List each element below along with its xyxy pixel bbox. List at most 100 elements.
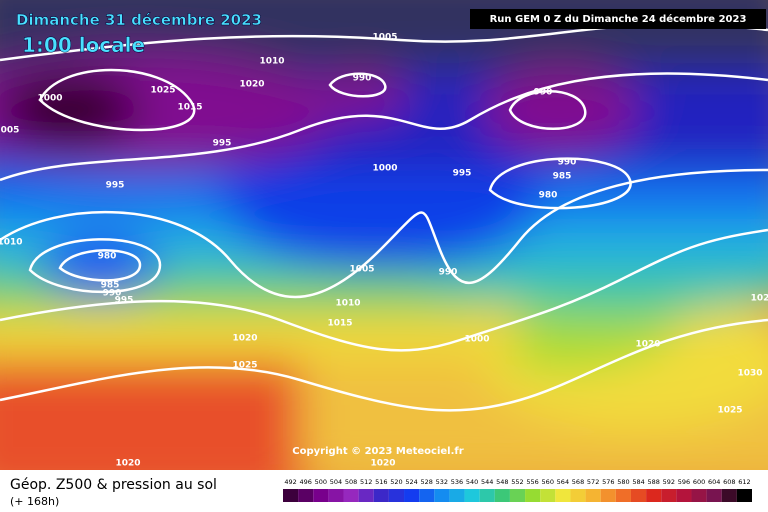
isobar-label: 995 bbox=[115, 296, 134, 306]
isobar-label: 1000 bbox=[372, 164, 397, 174]
scale-swatch bbox=[328, 489, 344, 502]
isobar-label: 990 bbox=[353, 74, 372, 84]
isobar-label: 995 bbox=[106, 181, 125, 191]
scale-swatch bbox=[676, 489, 692, 502]
scale-label: 536 bbox=[451, 478, 463, 486]
scale-swatch bbox=[313, 489, 329, 502]
scale-label: 528 bbox=[421, 478, 433, 486]
scale-swatch bbox=[283, 489, 299, 502]
isobar-label: 990 bbox=[534, 88, 553, 98]
scale-label: 508 bbox=[345, 478, 357, 486]
isobar-labels: 1005 1010 990 1020 1025 1000 1015 990 005 995 1000… bbox=[0, 33, 768, 469]
scale-swatch bbox=[691, 489, 707, 502]
scale-label: 504 bbox=[330, 478, 342, 486]
scale-label: 608 bbox=[723, 478, 735, 486]
scale-label: 532 bbox=[436, 478, 448, 486]
isobar-label: 1025 bbox=[717, 406, 742, 416]
scale-swatch bbox=[540, 489, 556, 502]
scale-label: 540 bbox=[466, 478, 478, 486]
scale-label: 524 bbox=[405, 478, 417, 486]
isobar-label: 1030 bbox=[737, 369, 762, 379]
scale-swatch bbox=[479, 489, 495, 502]
scale-label: 492 bbox=[284, 478, 296, 486]
scale-swatch bbox=[419, 489, 435, 502]
isobar-label: 990 bbox=[439, 268, 458, 278]
isobar-label: 985 bbox=[553, 172, 572, 182]
scale-swatch bbox=[600, 489, 616, 502]
scale-swatch bbox=[494, 489, 510, 502]
scale-swatch bbox=[388, 489, 405, 502]
isobar-label: 1010 bbox=[0, 238, 23, 248]
isobar-label: 1010 bbox=[259, 57, 284, 67]
isobar-label: 995 bbox=[453, 169, 472, 179]
scale-swatch bbox=[585, 489, 601, 502]
isobar-label: 1015 bbox=[327, 319, 352, 329]
scale-swatch bbox=[706, 489, 722, 502]
forecast-time: 1:00 locale bbox=[22, 33, 145, 57]
isobar-label: 005 bbox=[1, 126, 20, 136]
scale-label: 520 bbox=[390, 478, 402, 486]
scale-label: 584 bbox=[632, 478, 644, 486]
geopotential-field bbox=[0, 0, 768, 500]
run-info: Run GEM 0 Z du Dimanche 24 décembre 2023 bbox=[490, 13, 747, 25]
isobar-label: 1005 bbox=[372, 33, 397, 43]
scale-label: 580 bbox=[617, 478, 629, 486]
scale-swatch bbox=[449, 489, 465, 502]
isobar-label: 1020 bbox=[635, 340, 660, 350]
scale-swatch bbox=[555, 489, 571, 502]
scale-swatch bbox=[343, 489, 359, 502]
run-box bbox=[470, 9, 766, 29]
scale-swatch bbox=[615, 489, 631, 502]
scale-label: 568 bbox=[572, 478, 584, 486]
isobar-label: 995 bbox=[213, 139, 232, 149]
scale-label: 496 bbox=[299, 478, 311, 486]
isobar-label: 1000 bbox=[37, 94, 62, 104]
scale-label: 500 bbox=[315, 478, 327, 486]
scale-label: 556 bbox=[526, 478, 538, 486]
scale-label: 548 bbox=[496, 478, 508, 486]
scale-swatch bbox=[298, 489, 314, 502]
scale-swatch bbox=[721, 489, 737, 502]
scale-label: 604 bbox=[708, 478, 720, 486]
scale-swatch bbox=[358, 489, 374, 502]
isobar-label: 1025 bbox=[232, 361, 257, 371]
isobar-label: 1010 bbox=[335, 299, 360, 309]
scale-label: 512 bbox=[360, 478, 372, 486]
scale-swatch bbox=[464, 489, 480, 502]
scale-label: 592 bbox=[663, 478, 675, 486]
scale-swatch bbox=[525, 489, 541, 502]
scale-swatch bbox=[736, 489, 752, 502]
isobar-label: 1015 bbox=[177, 103, 202, 113]
copyright: Copyright © 2023 Meteociel.fr bbox=[292, 446, 463, 457]
isobar-label: 102 bbox=[751, 294, 768, 304]
scale-label: 564 bbox=[557, 478, 569, 486]
scale-swatch bbox=[404, 489, 420, 502]
scale-label: 572 bbox=[587, 478, 599, 486]
isobar-label: 980 bbox=[98, 252, 117, 262]
scale-swatch bbox=[509, 489, 526, 502]
isobar-label: 1000 bbox=[464, 335, 489, 345]
scale-swatch bbox=[646, 489, 662, 502]
scale-swatch bbox=[434, 489, 450, 502]
scale-swatch bbox=[373, 489, 389, 502]
scale-swatch bbox=[630, 489, 647, 502]
isobar-label: 1020 bbox=[239, 80, 264, 90]
isobar-label: 1020 bbox=[232, 334, 257, 344]
scale-label: 552 bbox=[511, 478, 523, 486]
scale-label: 544 bbox=[481, 478, 493, 486]
scale-label: 560 bbox=[542, 478, 554, 486]
footer-title: Géop. Z500 & pression au sol bbox=[10, 477, 217, 493]
scale-label: 612 bbox=[738, 478, 750, 486]
isobar-label: 1025 bbox=[150, 86, 175, 96]
footer-lead: (+ 168h) bbox=[10, 495, 59, 508]
scale-swatch bbox=[661, 489, 677, 502]
forecast-date: Dimanche 31 décembre 2023 bbox=[16, 11, 262, 29]
scale-label: 600 bbox=[693, 478, 705, 486]
color-scale: 492 496 500 504 508 512 516 520 524 528 532 536 540 5… bbox=[283, 478, 752, 502]
scale-label: 516 bbox=[375, 478, 387, 486]
scale-label: 596 bbox=[678, 478, 690, 486]
scale-label: 588 bbox=[647, 478, 659, 486]
scale-swatch bbox=[570, 489, 586, 502]
